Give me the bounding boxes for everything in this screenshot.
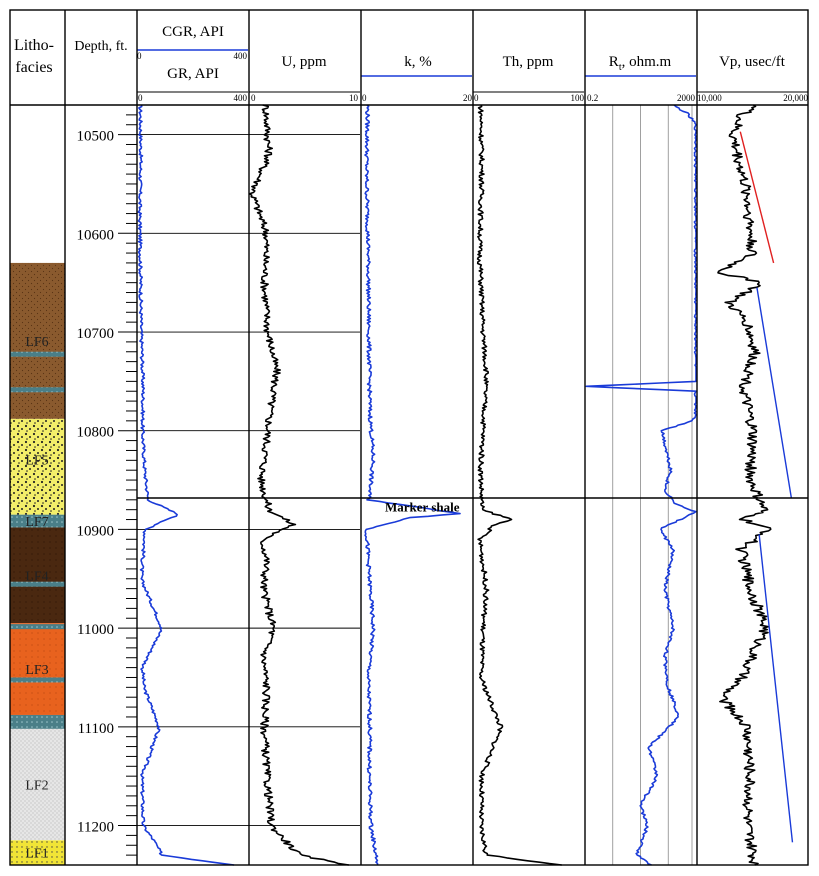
vp-trend-line [739, 131, 775, 264]
depth-tick-label: 10800 [77, 425, 115, 441]
k-min-label: 0 [362, 93, 367, 103]
log-curves [137, 104, 772, 866]
th-track-label: Th, ppm [503, 54, 554, 70]
lithofacies-label: LF6 [25, 335, 48, 350]
thin-band [10, 351, 65, 357]
th-min-label: 0 [474, 93, 479, 103]
vp-track-label: Vp, usec/ft [719, 54, 786, 70]
th-curve [476, 104, 562, 866]
thin-band [10, 387, 65, 393]
u-curve [248, 104, 350, 866]
gr-max-label: 400 [234, 93, 248, 103]
u-max-label: 10 [349, 93, 359, 103]
u-min-label: 0 [251, 93, 256, 103]
gr-min-label: 0 [138, 93, 143, 103]
cgr-curve [137, 104, 235, 866]
vp-max-label: 20,000 [783, 93, 808, 103]
lithofacies-label: LF1 [25, 847, 48, 862]
lithofacies-block [10, 728, 65, 841]
th-max-label: 100 [571, 93, 585, 103]
cgr-track-label: CGR, API [162, 24, 224, 40]
annotations: Marker shale [385, 500, 460, 515]
rt-log-grid [612, 105, 693, 865]
depth-axis: 10500 10600 10700 10800 10900 11000 11100 11200 [77, 114, 137, 866]
vp-trend-line [756, 287, 793, 498]
depth-tick-label: 10600 [77, 227, 115, 243]
lithofacies-header-line2: facies [15, 59, 52, 76]
vp-curve [717, 104, 772, 866]
k-max-label: 20 [463, 93, 473, 103]
lithofacies-header-line1: Litho- [14, 37, 54, 54]
thin-band [10, 499, 65, 515]
lithofacies-label: LF2 [25, 779, 48, 794]
lithofacies-column: LF6 LF5 LF7 LF4 LF3 LF2 LF1 [10, 262, 65, 865]
marker-shale-annotation: Marker shale [385, 500, 460, 515]
depth-header: Depth, ft. [74, 39, 127, 54]
lithofacies-block [10, 262, 65, 419]
lithofacies-label: LF5 [25, 453, 48, 468]
rt-curve [585, 104, 697, 866]
depth-tick-label: 10900 [77, 523, 115, 539]
u-track-label: U, ppm [282, 54, 327, 70]
lithofacies-label: LF3 [25, 663, 48, 678]
lithofacies-block [10, 514, 65, 528]
lithofacies-label: LF4 [25, 569, 48, 584]
thin-bands [10, 351, 65, 729]
lithofacies-block [10, 418, 65, 500]
track-frame [9, 9, 809, 866]
cgr-max-label: 400 [234, 51, 248, 61]
lithofacies-block [10, 840, 65, 865]
cgr-min-label: 0 [137, 51, 142, 61]
rt-max-label: 2000 [677, 93, 696, 103]
lithofacies-block [10, 527, 65, 624]
depth-tick-label: 10700 [77, 326, 115, 342]
depth-tick-label: 10500 [77, 129, 115, 145]
lithofacies-block [10, 623, 65, 715]
vp-trend-lines [739, 131, 794, 843]
vp-trend-line [758, 534, 794, 843]
k-track-label: k, % [404, 54, 432, 70]
vp-min-label: 10,000 [697, 93, 722, 103]
lithofacies-label: LF7 [25, 515, 48, 530]
track-headers: Litho- facies Depth, ft. CGR, API 0 400 … [14, 24, 809, 103]
depth-tick-label: 11100 [78, 721, 114, 737]
thin-band [10, 624, 65, 630]
k-curve [364, 104, 461, 866]
thin-band [10, 714, 65, 729]
depth-tick-label: 11000 [77, 622, 114, 638]
rt-min-label: 0.2 [587, 93, 598, 103]
thin-band [10, 581, 65, 587]
gr-track-label: GR, API [167, 66, 219, 82]
depth-tick-label: 11200 [77, 820, 114, 836]
rt-track-label: Rt, ohm.m [609, 54, 672, 73]
thin-band [10, 677, 65, 683]
